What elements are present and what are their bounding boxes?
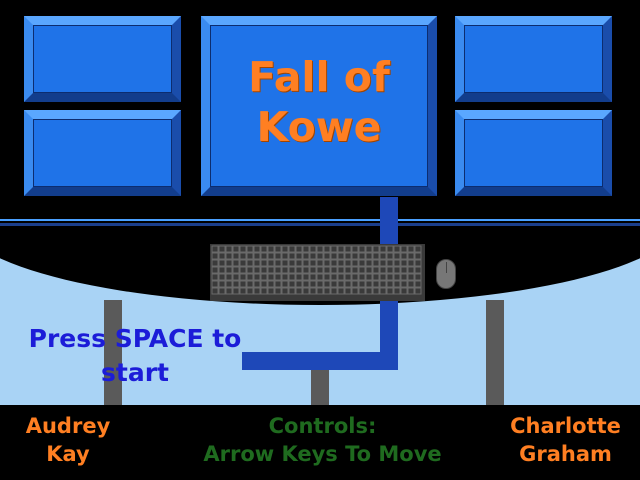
cable <box>242 352 398 370</box>
bottom-bar <box>0 405 640 480</box>
game-title: Fall of Kowe <box>248 53 390 151</box>
desk-leg-left <box>104 300 122 405</box>
controls-heading: Controls: <box>268 414 377 438</box>
credit-right: Charlotte Graham <box>510 414 621 466</box>
top-left-monitor <box>24 16 181 102</box>
main-monitor: Fall of Kowe <box>201 16 437 196</box>
top-right-monitor <box>455 16 612 102</box>
controls-text: Arrow Keys To Move <box>203 442 442 466</box>
bottom-left-monitor <box>24 110 181 196</box>
controls-info: Controls: Arrow Keys To Move <box>160 412 485 468</box>
press-space-prompt: Press SPACE to start <box>28 324 242 387</box>
credit-left: Audrey Kay <box>25 414 111 466</box>
mouse-icon <box>436 259 456 289</box>
desk-edge-highlight <box>0 219 640 221</box>
desk-rim <box>0 223 640 226</box>
bottom-right-monitor <box>455 110 612 196</box>
keyboard-icon <box>210 244 425 301</box>
desk-leg-middle <box>311 368 329 405</box>
desk-leg-right <box>486 300 504 405</box>
